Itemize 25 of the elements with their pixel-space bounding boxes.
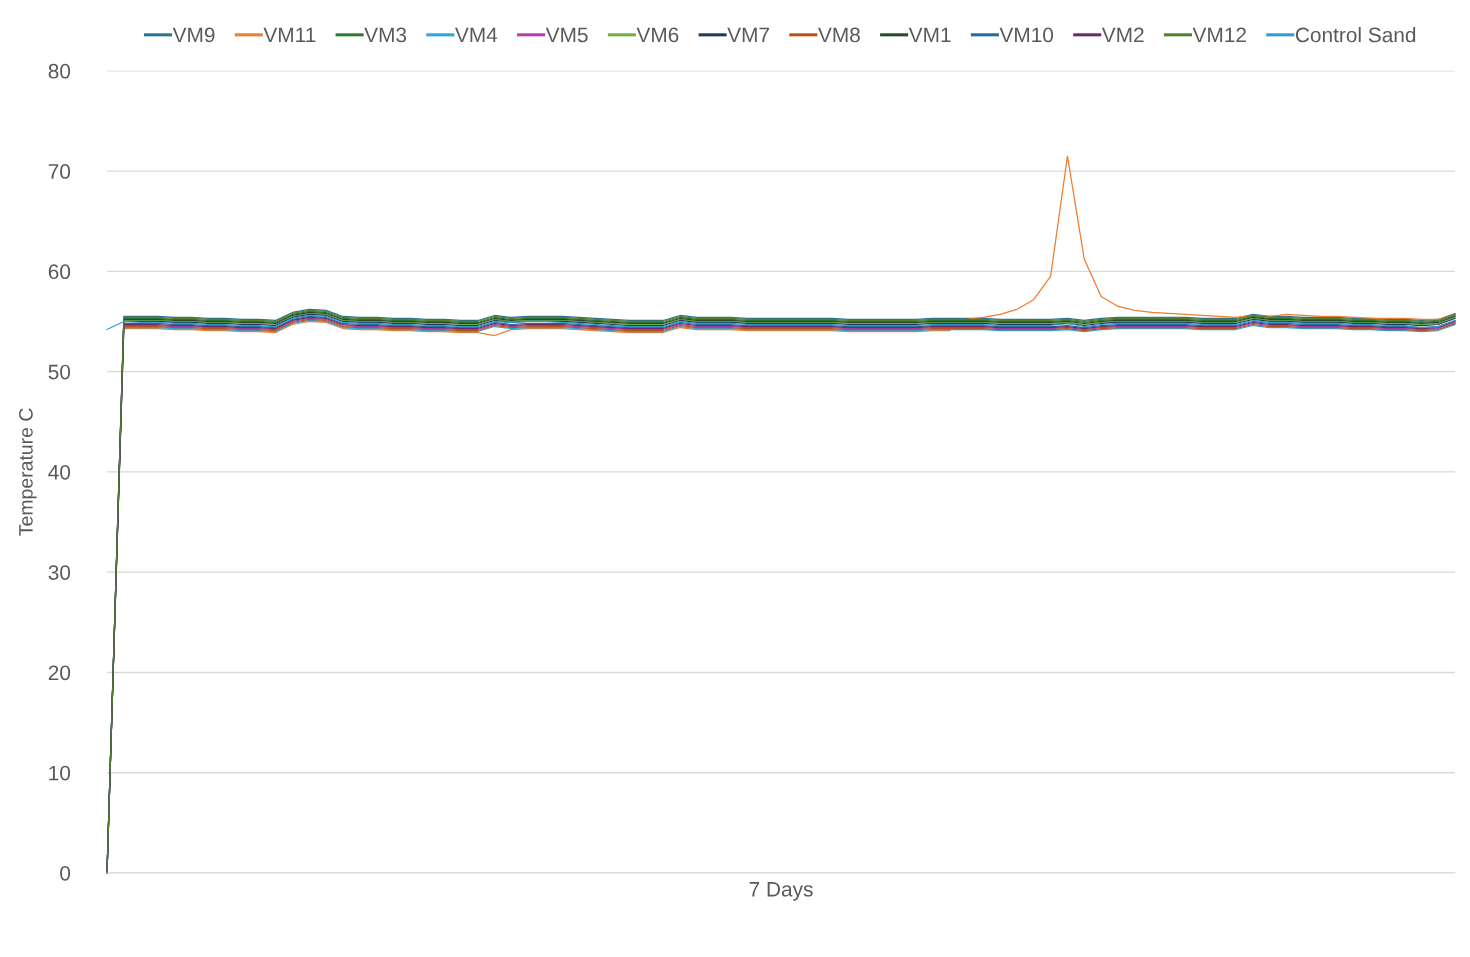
legend-label: VM7 [727,27,769,43]
legend-label: VM5 [545,27,588,43]
legend-label: VM2 [1101,27,1144,43]
y-tick-label: 40 [48,464,71,480]
legend-label: VM1 [908,27,951,43]
y-tick-label: 0 [60,865,71,881]
y-tick-label: 10 [49,765,71,781]
y-tick-label: 30 [48,565,71,580]
y-tick-label: 50 [48,364,71,380]
y-axis-title: Temperature C [19,408,37,536]
legend-label: VM3 [364,27,407,43]
legend-label: VM10 [999,27,1054,43]
legend-label: VM6 [636,27,679,43]
y-tick-label: 60 [48,264,71,280]
line-series [106,314,1456,331]
legend-label: Control Sand [1295,27,1416,43]
legend-label: VM9 [172,27,215,43]
x-axis-title: 7 Days [749,882,813,901]
legend-label: VM4 [455,27,498,43]
y-tick-label: 70 [48,164,71,179]
legend-label: VM8 [818,27,860,43]
legend-label: VM11 [263,27,316,43]
y-tick-label: 20 [48,665,71,681]
y-tick-label: 80 [48,63,71,79]
legend-label: VM12 [1192,27,1246,43]
